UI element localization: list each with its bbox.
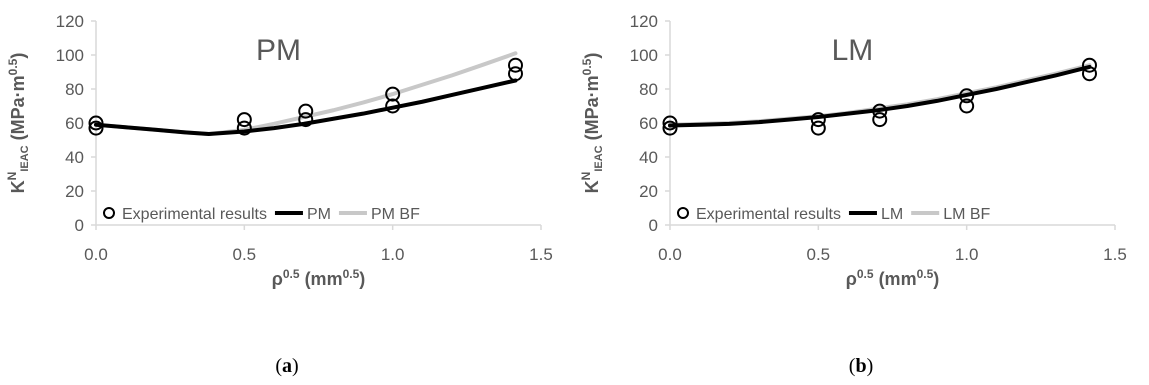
data-point-marker bbox=[959, 98, 975, 114]
y-tick-label: 40 bbox=[639, 148, 658, 167]
y-tick-label: 60 bbox=[639, 114, 658, 133]
x-tick-label: 0.0 bbox=[658, 245, 682, 264]
x-tick-label: 1.5 bbox=[529, 245, 553, 264]
chart-lm-svg: 0 20 40 60 80 100 120 0.0 0.5 1.0 1.5 LM ρ0.5 (mm0.5… bbox=[579, 12, 1127, 289]
series-line-pm bbox=[94, 78, 518, 137]
legend-label: LM BF bbox=[943, 206, 990, 223]
data-point-marker bbox=[872, 112, 888, 128]
y-tick-label: 0 bbox=[649, 216, 658, 235]
y-tick-label: 0 bbox=[75, 216, 84, 235]
y-tick-label: 120 bbox=[56, 12, 84, 31]
data-point-marker bbox=[385, 98, 401, 114]
data-point-marker bbox=[236, 112, 252, 128]
panel-label-b: b bbox=[855, 355, 867, 377]
data-point-marker bbox=[507, 66, 523, 82]
data-point-marker bbox=[810, 112, 826, 128]
data-point-marker bbox=[810, 120, 826, 136]
data-point-marker bbox=[298, 103, 314, 119]
y-tick-label: 20 bbox=[639, 182, 658, 201]
y-tick-label: 100 bbox=[56, 46, 84, 65]
y-tick-label: 40 bbox=[65, 148, 84, 167]
data-point-marker bbox=[662, 115, 678, 131]
data-point-marker bbox=[1081, 57, 1097, 73]
legend-box bbox=[672, 201, 1105, 223]
legend-marker bbox=[677, 207, 689, 219]
chart-pm-svg: 0 20 40 60 80 100 120 0.0 0.5 1.0 1.5 PM ρ0.5 (mm0.5… bbox=[5, 12, 553, 289]
y-tick-label: 80 bbox=[639, 80, 658, 99]
legend-label: PM BF bbox=[371, 206, 420, 223]
panel-caption-b: (b) bbox=[848, 355, 874, 377]
x-tick-label: 0.5 bbox=[233, 245, 257, 264]
chart-panel-a: 0 20 40 60 80 100 120 0.0 0.5 1.0 1.5 PM ρ0.5 (mm0.5… bbox=[0, 0, 574, 385]
y-axis-title: KNIEAC (MPa·m0.5) bbox=[579, 53, 605, 194]
x-tick-label: 0.5 bbox=[807, 245, 831, 264]
x-tick-label: 1.5 bbox=[1103, 245, 1127, 264]
y-tick-label: 80 bbox=[65, 80, 84, 99]
panel-label-a: a bbox=[282, 355, 292, 377]
y-axis-title: KNIEAC (MPa·m0.5) bbox=[5, 53, 31, 194]
data-point-marker bbox=[88, 115, 104, 131]
x-tick-label: 1.0 bbox=[381, 245, 405, 264]
data-point-marker bbox=[88, 120, 104, 136]
data-point-marker bbox=[1081, 66, 1097, 82]
legend-label: LM bbox=[881, 206, 903, 223]
series-line-lm-bf bbox=[668, 63, 1092, 127]
y-tick-label: 20 bbox=[65, 182, 84, 201]
legend-label: Experimental results bbox=[122, 206, 267, 223]
legend-marker bbox=[103, 207, 115, 219]
data-point-marker bbox=[959, 88, 975, 104]
data-point-marker bbox=[507, 57, 523, 73]
data-point-marker bbox=[385, 86, 401, 102]
x-axis-title: ρ0.5 (mm0.5) bbox=[846, 267, 940, 289]
data-point-marker bbox=[298, 112, 314, 128]
y-tick-label: 120 bbox=[630, 12, 658, 31]
data-point-marker bbox=[872, 103, 888, 119]
y-tick-label: 60 bbox=[65, 114, 84, 133]
y-tick-label: 100 bbox=[630, 46, 658, 65]
legend-label: PM bbox=[307, 206, 331, 223]
legend-label: Experimental results bbox=[696, 206, 841, 223]
legend-box bbox=[98, 201, 531, 223]
x-tick-label: 0.0 bbox=[84, 245, 108, 264]
data-point-marker bbox=[236, 120, 252, 136]
plot-title: LM bbox=[832, 34, 874, 67]
data-point-marker bbox=[662, 120, 678, 136]
series-line-lm bbox=[668, 64, 1092, 128]
x-tick-label: 1.0 bbox=[955, 245, 979, 264]
chart-panel-b: 0 20 40 60 80 100 120 0.0 0.5 1.0 1.5 LM ρ0.5 (mm0.5… bbox=[574, 0, 1148, 385]
panel-caption-a: (a) bbox=[275, 355, 299, 377]
plot-title: PM bbox=[256, 34, 301, 67]
x-axis-title: ρ0.5 (mm0.5) bbox=[272, 267, 366, 289]
